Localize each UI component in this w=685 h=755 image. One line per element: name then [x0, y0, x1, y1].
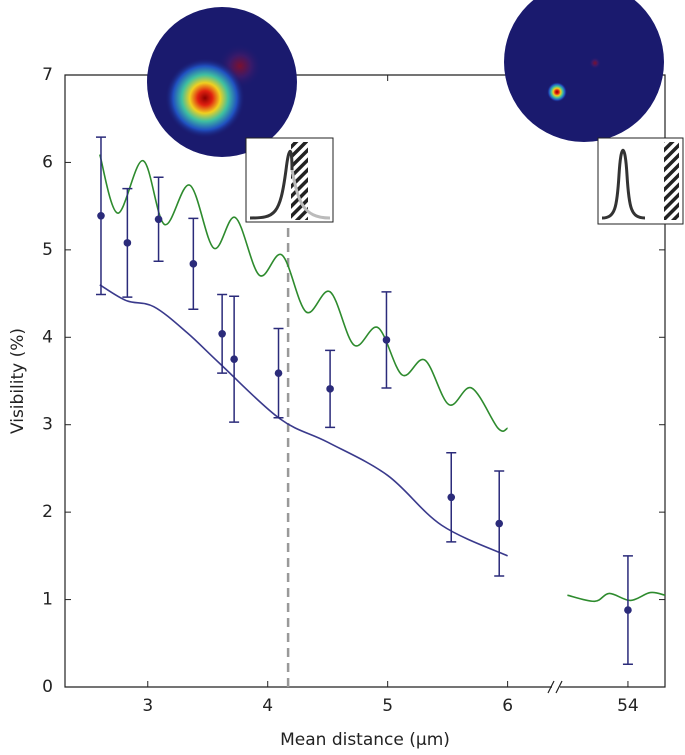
plot-area: 0 1 2 3 4 5 6 7 3 4 5 6 Mean distance (μm) Visibility… [8, 65, 666, 750]
y-tick-label: 2 [42, 502, 53, 522]
axis-frame [64, 74, 666, 688]
data-point [230, 355, 238, 363]
inset-left-image [147, 7, 297, 157]
data-point [189, 260, 198, 268]
x-tick-label: 5 [382, 696, 393, 716]
y-tick-label: 5 [42, 240, 53, 260]
y-tick-label: 3 [42, 415, 53, 435]
data-point [447, 493, 456, 502]
y-axis-label: Visibility (%) [8, 328, 28, 434]
data-point [382, 336, 391, 344]
inset-left-profile [245, 137, 334, 223]
x-axis-label: Mean distance (μm) [280, 730, 450, 750]
y-tick-label: 0 [42, 677, 53, 697]
data-point [123, 239, 132, 247]
data-point [154, 215, 163, 224]
y-tick-label: 6 [42, 152, 53, 172]
x-tick-label: 54 [617, 696, 639, 716]
data-line [99, 154, 508, 432]
data-line [567, 591, 666, 603]
data-point [624, 606, 632, 614]
data-point [218, 329, 226, 338]
y-tick-label: 4 [42, 327, 53, 347]
inset-right-profile [597, 137, 684, 225]
data-point [326, 385, 334, 393]
inset-right-image [504, 0, 664, 142]
axis-break [547, 680, 563, 694]
y-tick-label: 7 [42, 65, 53, 85]
x-tick-label: 4 [262, 696, 273, 716]
data-line [99, 284, 508, 557]
x-tick-label: 3 [142, 696, 153, 716]
y-tick-label: 1 [42, 590, 53, 610]
data-point [495, 519, 504, 528]
data-point [97, 211, 105, 220]
data-point [274, 369, 283, 377]
x-tick-label: 6 [502, 696, 513, 716]
